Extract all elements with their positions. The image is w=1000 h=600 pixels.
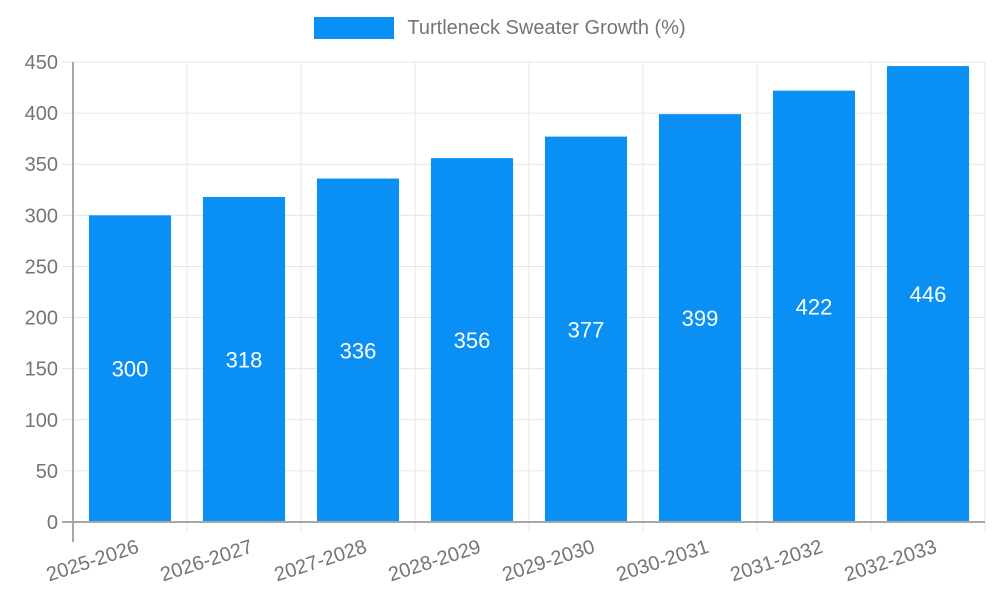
y-tick-label: 0 xyxy=(47,512,58,534)
bar-value-label: 399 xyxy=(682,306,719,331)
bar-value-label: 422 xyxy=(796,294,833,319)
y-tick-label: 150 xyxy=(25,359,58,381)
x-tick-label: 2026-2027 xyxy=(158,536,256,586)
bar-value-label: 318 xyxy=(226,347,263,372)
y-tick-label: 350 xyxy=(25,154,58,176)
x-tick-label: 2025-2026 xyxy=(44,536,142,586)
bar[interactable] xyxy=(88,215,172,523)
bar[interactable] xyxy=(772,90,856,522)
bar[interactable] xyxy=(430,158,514,523)
bar[interactable] xyxy=(202,196,286,522)
y-tick-label: 250 xyxy=(25,256,58,278)
legend-swatch xyxy=(314,17,395,39)
bar[interactable] xyxy=(544,136,628,522)
x-tick-label: 2028-2029 xyxy=(386,536,484,586)
y-tick-label: 50 xyxy=(36,461,58,483)
bar[interactable] xyxy=(658,114,742,522)
x-tick-label: 2029-2030 xyxy=(500,536,598,586)
y-tick-label: 300 xyxy=(25,205,58,227)
legend-label: Turtleneck Sweater Growth (%) xyxy=(407,17,686,39)
bar-value-label: 356 xyxy=(454,328,491,353)
y-tick-label: 450 xyxy=(25,52,58,74)
bar-value-label: 300 xyxy=(112,357,149,382)
bar-value-label: 377 xyxy=(568,317,605,342)
x-tick-label: 2027-2028 xyxy=(272,536,370,586)
x-tick-label: 2032-2033 xyxy=(842,536,940,586)
y-tick-label: 200 xyxy=(25,308,58,330)
y-tick-label: 400 xyxy=(25,103,58,125)
x-tick-label: 2031-2032 xyxy=(728,536,826,586)
legend[interactable]: Turtleneck Sweater Growth (%) xyxy=(0,17,1000,39)
bar[interactable] xyxy=(316,178,400,523)
bar-value-label: 446 xyxy=(910,282,947,307)
bar-value-label: 336 xyxy=(340,338,377,363)
x-tick-label: 2030-2031 xyxy=(614,536,712,586)
bar[interactable] xyxy=(886,66,970,522)
y-tick-label: 100 xyxy=(25,410,58,432)
